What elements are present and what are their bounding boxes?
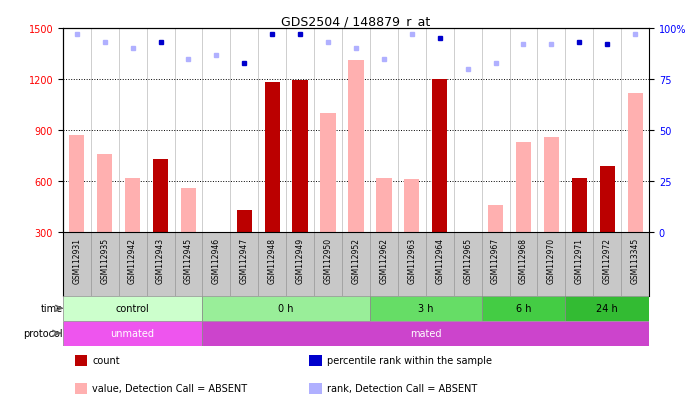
Bar [309,355,322,366]
Bar [202,321,649,346]
Text: percentile rank within the sample: percentile rank within the sample [327,356,491,366]
Bar [404,180,419,233]
Bar [63,296,202,321]
Bar [482,296,565,321]
Text: 24 h: 24 h [596,304,618,313]
Text: GSM112931: GSM112931 [73,237,81,283]
Text: GSM112972: GSM112972 [603,237,611,283]
Bar [544,138,559,233]
Bar [202,296,370,321]
Bar [370,296,482,321]
Text: GSM112971: GSM112971 [575,237,584,283]
Title: GDS2504 / 148879_r_at: GDS2504 / 148879_r_at [281,15,431,28]
Text: GSM112965: GSM112965 [463,237,472,283]
Bar [600,166,615,233]
Bar [181,188,196,233]
Text: GSM112948: GSM112948 [268,237,276,283]
Text: GSM112964: GSM112964 [436,237,444,283]
Bar [348,61,364,233]
Bar [63,321,202,346]
Text: rank, Detection Call = ABSENT: rank, Detection Call = ABSENT [327,383,477,393]
Text: 0 h: 0 h [279,304,294,313]
Text: protocol: protocol [24,328,63,338]
Text: GSM112970: GSM112970 [547,237,556,283]
Text: GSM112949: GSM112949 [296,237,304,283]
Bar [237,211,252,233]
Text: GSM112935: GSM112935 [101,237,109,283]
Bar [572,178,587,233]
Bar [309,383,322,394]
Text: time: time [41,304,63,313]
Text: unmated: unmated [110,328,155,338]
Bar [153,160,168,233]
Bar [565,296,649,321]
Bar [628,93,643,233]
Text: GSM112962: GSM112962 [380,237,388,283]
Bar [69,136,84,233]
Text: GSM112950: GSM112950 [324,237,332,283]
Bar [488,206,503,233]
Text: 3 h: 3 h [418,304,433,313]
Text: GSM112947: GSM112947 [240,237,248,283]
Bar [516,142,531,233]
Text: GSM112945: GSM112945 [184,237,193,283]
Text: 6 h: 6 h [516,304,531,313]
Bar [75,355,87,366]
Text: GSM112946: GSM112946 [212,237,221,283]
Text: value, Detection Call = ABSENT: value, Detection Call = ABSENT [92,383,247,393]
Text: mated: mated [410,328,442,338]
Bar [432,80,447,233]
Text: GSM113345: GSM113345 [631,237,639,283]
Bar [320,114,336,233]
Text: count: count [92,356,120,366]
Text: GSM112967: GSM112967 [491,237,500,283]
Bar [265,83,280,233]
Bar [75,383,87,394]
Bar [125,178,140,233]
Text: GSM112963: GSM112963 [408,237,416,283]
Bar [376,178,392,233]
Text: GSM112943: GSM112943 [156,237,165,283]
Text: GSM112952: GSM112952 [352,237,360,283]
Bar [97,154,112,233]
Text: control: control [116,304,149,313]
Text: GSM112968: GSM112968 [519,237,528,283]
Text: GSM112942: GSM112942 [128,237,137,283]
Bar [292,81,308,233]
